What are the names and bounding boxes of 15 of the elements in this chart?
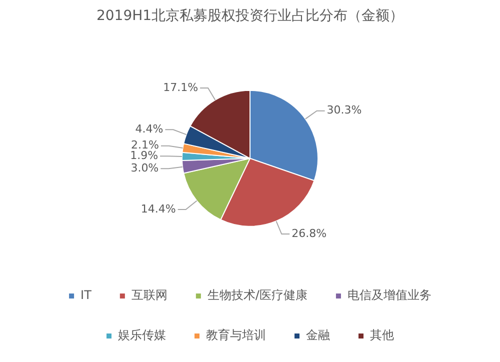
- legend-label: 娱乐传媒: [118, 328, 166, 342]
- data-label: 26.8%: [292, 226, 327, 240]
- data-label: 3.0%: [130, 162, 159, 175]
- legend-label: 其他: [370, 328, 394, 342]
- legend-label: 生物技术/医疗健康: [207, 288, 308, 302]
- data-label: 4.4%: [135, 122, 164, 136]
- data-label: 14.4%: [140, 202, 176, 216]
- legend-label: 电信及增值业务: [347, 288, 432, 302]
- data-label: 17.1%: [163, 80, 198, 94]
- chart-title: 2019H1北京私募股权投资行业占比分布（金额）: [96, 8, 404, 24]
- legend-label: IT: [80, 288, 92, 302]
- legend-label: 互联网: [131, 288, 168, 302]
- legend-label: 教育与培训: [206, 328, 266, 342]
- data-label: 30.3%: [326, 104, 362, 117]
- legend-label: 金融: [306, 328, 330, 342]
